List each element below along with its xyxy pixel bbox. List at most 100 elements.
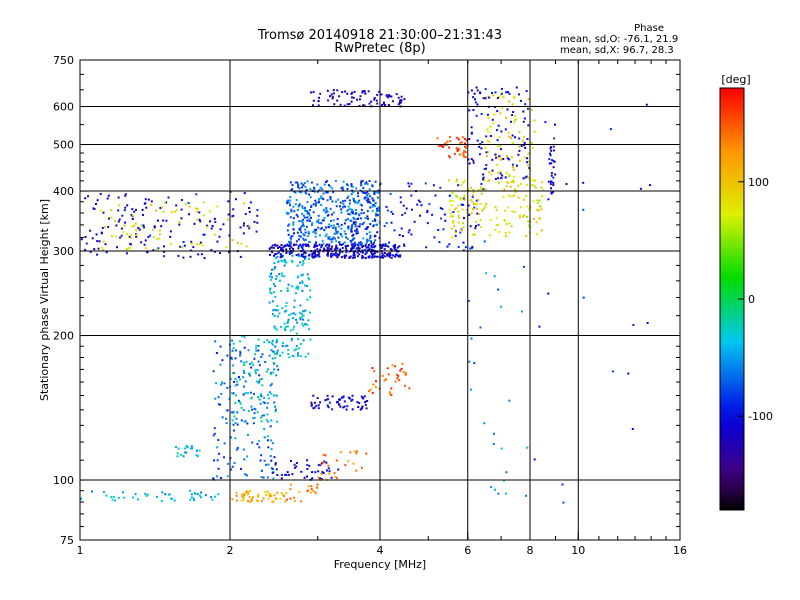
- scatter-point: [496, 139, 499, 142]
- scatter-point: [492, 122, 495, 125]
- scatter-point: [368, 180, 371, 182]
- scatter-point: [374, 386, 377, 389]
- scatter-point: [280, 473, 283, 476]
- scatter-point: [297, 205, 300, 208]
- scatter-point: [293, 499, 296, 502]
- scatter-point: [444, 219, 447, 222]
- scatter-point: [310, 404, 313, 407]
- scatter-point: [191, 447, 194, 450]
- scatter-point: [384, 243, 387, 245]
- scatter-cluster: [100, 201, 251, 251]
- scatter-point: [277, 260, 280, 263]
- scatter-point: [261, 353, 264, 356]
- scatter-point: [246, 392, 249, 394]
- scatter-point: [314, 251, 316, 254]
- scatter-point: [278, 279, 281, 282]
- scatter-point: [372, 383, 375, 386]
- scatter-point: [398, 102, 401, 105]
- scatter-point: [281, 249, 283, 252]
- scatter-point: [474, 221, 477, 223]
- scatter-point: [345, 408, 348, 411]
- scatter-point: [314, 491, 317, 494]
- scatter-point: [361, 251, 364, 254]
- scatter-point: [296, 321, 299, 324]
- scatter-point: [314, 230, 317, 233]
- scatter-point: [552, 149, 555, 152]
- scatter-point: [550, 174, 553, 177]
- scatter-point: [515, 118, 518, 121]
- scatter-point: [316, 248, 319, 251]
- scatter-point: [391, 213, 394, 215]
- scatter-point: [293, 190, 296, 193]
- scatter-point: [507, 131, 510, 134]
- scatter-point: [304, 284, 306, 287]
- scatter-point: [198, 494, 201, 497]
- scatter-point: [488, 179, 491, 182]
- scatter-point: [118, 204, 121, 207]
- scatter-point: [477, 198, 480, 201]
- scatter-point: [260, 454, 263, 457]
- scatter-point: [190, 493, 193, 496]
- scatter-point: [510, 120, 512, 123]
- scatter-point: [508, 231, 511, 234]
- scatter-point: [130, 233, 133, 236]
- scatter-point: [351, 189, 353, 192]
- scatter-point: [137, 227, 140, 229]
- scatter-point: [301, 264, 304, 267]
- scatter-point: [282, 245, 285, 248]
- scatter-point: [471, 245, 474, 248]
- scatter-point: [399, 254, 402, 257]
- scatter-point: [241, 499, 244, 502]
- scatter-point: [498, 155, 501, 158]
- scatter-point: [266, 413, 269, 416]
- scatter-point: [132, 496, 135, 499]
- y-tick-label: 75: [60, 534, 74, 547]
- scatter-point: [482, 178, 484, 181]
- scatter-point: [271, 343, 274, 346]
- scatter-point: [332, 219, 335, 222]
- scatter-point: [320, 246, 323, 249]
- scatter-point: [325, 207, 328, 210]
- scatter-point: [394, 365, 397, 368]
- scatter-point: [552, 190, 555, 193]
- scatter-point: [157, 247, 160, 250]
- scatter-point: [492, 94, 495, 97]
- scatter-point: [359, 95, 362, 98]
- scatter-point: [346, 210, 349, 213]
- scatter-point: [399, 201, 402, 204]
- scatter-point: [484, 88, 487, 91]
- scatter-point: [297, 253, 300, 256]
- scatter-point: [232, 342, 235, 345]
- scatter-point: [631, 428, 634, 430]
- scatter-point: [330, 93, 333, 96]
- scatter-point: [345, 254, 348, 257]
- scatter-point: [467, 299, 470, 302]
- scatter-point: [497, 288, 500, 291]
- scatter-point: [102, 248, 105, 251]
- scatter-point: [264, 361, 267, 363]
- scatter-point: [426, 209, 429, 212]
- scatter-point: [335, 230, 338, 233]
- scatter-point: [311, 471, 314, 474]
- scatter-point: [267, 368, 270, 371]
- scatter-point: [102, 240, 105, 243]
- scatter-cluster: [547, 137, 557, 201]
- scatter-point: [211, 498, 214, 501]
- scatter-cluster: [175, 444, 201, 458]
- scatter-point: [302, 314, 305, 317]
- scatter-point: [306, 467, 309, 470]
- scatter-point: [512, 181, 515, 184]
- scatter-point: [298, 347, 301, 350]
- scatter-point: [295, 345, 298, 348]
- scatter-point: [518, 93, 520, 96]
- scatter-point: [286, 201, 289, 204]
- scatter-point: [274, 410, 277, 413]
- scatter-point: [267, 394, 269, 396]
- scatter-point: [295, 254, 298, 257]
- scatter-point: [240, 419, 243, 422]
- scatter-point: [523, 135, 526, 138]
- scatter-point: [419, 200, 422, 203]
- scatter-point: [288, 314, 291, 316]
- scatter-point: [231, 465, 234, 468]
- scatter-point: [341, 250, 344, 253]
